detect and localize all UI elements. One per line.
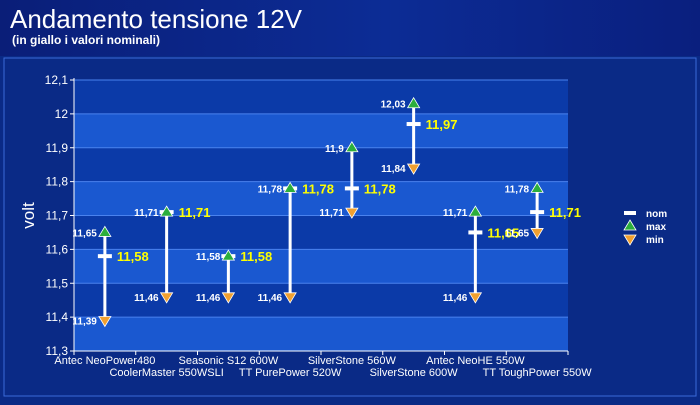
y-tick-label: 12,1 [45,73,69,87]
max-marker [221,249,236,261]
max-value-label: 11,65 [72,228,97,239]
nominal-value-label: 11,71 [549,205,581,220]
max-marker [530,181,544,193]
range-bar [165,212,169,297]
max-value-label: 11,58 [196,252,221,263]
min-marker [345,207,359,219]
min-value-label: 11,39 [72,317,97,328]
y-axis-label: volt [19,202,38,229]
min-marker [530,228,544,240]
min-value-label: 11,65 [505,228,530,239]
x-category-label: Seasonic S12 600W [179,355,279,367]
min-value-label: 11,46 [196,293,221,304]
y-tick-label: 11,4 [46,310,69,324]
nominal-value-label: 11,58 [117,249,149,264]
min-marker [283,292,297,304]
max-marker [468,205,483,217]
min-marker [221,292,236,304]
max-value-label: 11,9 [325,144,344,155]
plot-band [74,80,568,114]
chart-subtitle: (in giallo i valori nominali) [12,33,161,47]
x-category-label: Antec NeoPower480 [54,355,155,367]
nominal-marker [530,210,545,215]
plot-band [74,317,568,351]
plot-band [74,181,568,216]
min-marker [468,292,483,304]
x-category-label: TT PurePower 520W [239,367,342,379]
max-value-label: 11,71 [443,208,468,219]
x-category-label: SilverStone 600W [370,367,459,379]
y-tick-label: 11,9 [46,141,69,155]
nominal-value-label: 11,97 [426,117,458,132]
min-value-label: 11,46 [443,293,468,304]
max-value-label: 11,78 [258,184,283,195]
y-tick-label: 11,7 [46,209,69,223]
max-value-label: 11,78 [505,184,530,195]
chart-border [3,57,697,397]
nominal-value-label: 11,65 [487,225,519,240]
min-marker [406,163,421,175]
nominal-value-label: 11,58 [240,249,272,264]
range-bar [412,103,416,169]
min-value-label: 11,71 [319,208,344,219]
nominal-marker [468,230,483,235]
legend-min-marker [623,234,637,246]
chart-title: Andamento tensione 12V [10,4,302,34]
y-tick-label: 12 [55,107,69,121]
chart-header: Andamento tensione 12V (in giallo i valo… [0,0,700,56]
x-category-label: CoolerMaster 550WSLI [109,367,223,379]
x-category-label: SilverStone 560W [308,355,397,367]
max-marker [159,205,174,217]
min-value-label: 11,84 [381,164,406,175]
max-marker [98,225,112,237]
plot-band [74,215,568,250]
nominal-marker [97,254,112,259]
plot-band [74,113,568,148]
legend-max-marker [623,219,637,231]
max-marker [283,181,297,193]
range-bar [288,188,292,297]
nominal-value-label: 11,78 [302,181,334,196]
legend-label: min [646,235,664,246]
max-value-label: 12,03 [381,100,406,111]
plot-band [74,283,568,318]
min-value-label: 11,46 [134,293,159,304]
range-bar [103,232,107,321]
max-marker [345,140,359,153]
chart-area: 11,3 11,4 11,5 11,6 11,7 11,8 11,9 12 12,1 volt … [0,56,700,400]
range-bar [226,256,230,297]
max-marker [406,96,421,109]
y-tick-label: 11,6 [46,242,69,256]
y-tick-label: 11,5 [46,276,69,290]
y-tick-label: 11,3 [46,344,69,358]
y-tick-label: 11,8 [46,175,69,189]
legend-nominal-marker [624,211,636,215]
plot-band [74,147,568,182]
plot-band [74,249,568,284]
max-value-label: 11,71 [134,208,159,219]
min-marker [98,316,112,328]
x-category-label: TT ToughPower 550W [483,367,593,379]
range-bar [473,212,477,297]
x-category-label: Antec NeoHE 550W [426,355,525,367]
min-marker [159,292,174,304]
min-value-label: 11,46 [258,293,283,304]
nominal-value-label: 11,71 [179,205,211,220]
legend-label: max [646,222,666,233]
nominal-marker [344,186,359,191]
legend-label: nom [646,209,667,220]
range-bar [350,147,354,213]
nominal-value-label: 11,78 [364,181,396,196]
nominal-marker [406,122,421,127]
